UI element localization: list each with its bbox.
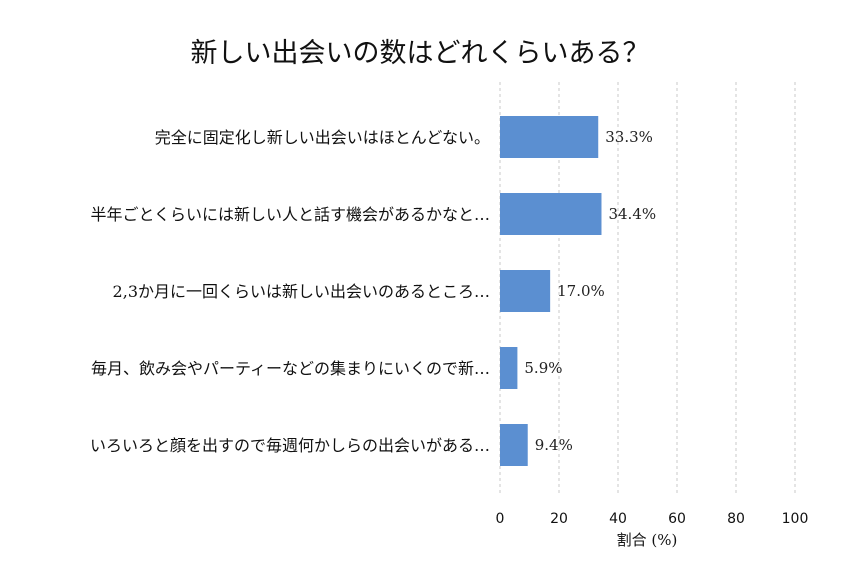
x-tick-label: 100 (782, 511, 809, 527)
x-axis-title: 割合 (%) (617, 531, 678, 549)
value-label: 5.9% (524, 359, 562, 377)
value-label: 9.4% (535, 436, 573, 454)
bar (500, 193, 602, 235)
bars (500, 116, 602, 466)
chart-title: 新しい出会いの数はどれくらいある？ (191, 38, 650, 69)
bar (500, 270, 551, 312)
x-axis-ticks: 0 20 40 60 80 100 (496, 511, 809, 527)
category-label: いろいろと顔を出すので毎週何かしらの出会いがある… (90, 436, 490, 455)
category-label: 半年ごとくらいには新しい人と話す機会があるかなと… (90, 205, 490, 224)
value-label: 34.4% (608, 205, 656, 223)
x-tick-label: 0 (496, 511, 505, 527)
category-label: 完全に固定化し新しい出会いはほとんどない。 (155, 128, 490, 147)
category-labels: 完全に固定化し新しい出会いはほとんどない。半年ごとくらいには新しい人と話す機会が… (90, 128, 490, 455)
x-tick-label: 60 (668, 511, 686, 527)
category-label: 毎月、飲み会やパーティーなどの集まりにいくので新… (91, 359, 490, 378)
value-label: 17.0% (557, 282, 605, 300)
bar (500, 116, 599, 158)
x-tick-label: 80 (727, 511, 745, 527)
bar (500, 424, 528, 466)
value-labels: 33.3% 34.4% 17.0% 5.9% 9.4% (524, 128, 656, 454)
category-label: 2,3か月に一回くらいは新しい出会いのあるところ… (113, 282, 490, 301)
x-tick-label: 20 (550, 511, 568, 527)
value-label: 33.3% (605, 128, 653, 146)
bar (500, 347, 518, 389)
x-tick-label: 40 (609, 511, 627, 527)
